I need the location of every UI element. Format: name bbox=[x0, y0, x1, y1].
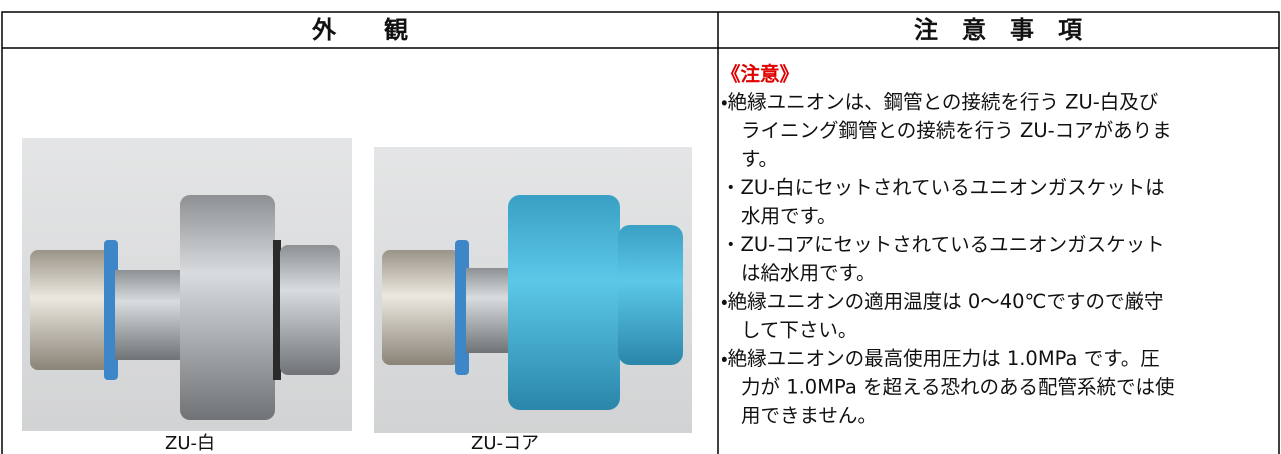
note-line: ・ZU-コアにセットされているユニオンガスケット bbox=[721, 233, 1165, 256]
product-photo bbox=[22, 138, 352, 431]
note-line: ライニング鋼管との接続を行う ZU-コアがありま bbox=[741, 119, 1172, 142]
note-line: ・絶縁ユニオンは、鋼管との接続を行う ZU-白及び bbox=[721, 91, 1158, 114]
photo-caption: ZU-コア bbox=[471, 433, 539, 454]
notes-list: ・絶縁ユニオンは、鋼管との接続を行う ZU-白及びライニング鋼管との接続を行う … bbox=[721, 91, 1174, 428]
product-photo bbox=[374, 147, 692, 433]
note-line: 水用です。 bbox=[741, 205, 837, 228]
note-line: ・絶縁ユニオンの最高使用圧力は 1.0MPa です。圧 bbox=[721, 347, 1160, 370]
notes-heading: 《注意》 bbox=[721, 63, 799, 86]
column-header: 注 意 事 項 bbox=[914, 16, 1083, 44]
note-line: 力が 1.0MPa を超える恐れのある配管系統では使 bbox=[741, 376, 1174, 399]
column-header: 外 観 bbox=[311, 16, 408, 44]
note-line: 用できません。 bbox=[741, 404, 877, 427]
note-line: ・絶縁ユニオンの適用温度は 0～40℃ですので厳守 bbox=[721, 290, 1163, 313]
table-frame bbox=[1, 11, 1280, 454]
note-line: ・ZU-白にセットされているユニオンガスケットは bbox=[721, 176, 1165, 199]
note-line: は給水用です。 bbox=[741, 262, 876, 285]
note-line: す。 bbox=[741, 148, 778, 171]
note-line: して下さい。 bbox=[741, 319, 857, 342]
photo-caption: ZU-白 bbox=[165, 433, 215, 454]
